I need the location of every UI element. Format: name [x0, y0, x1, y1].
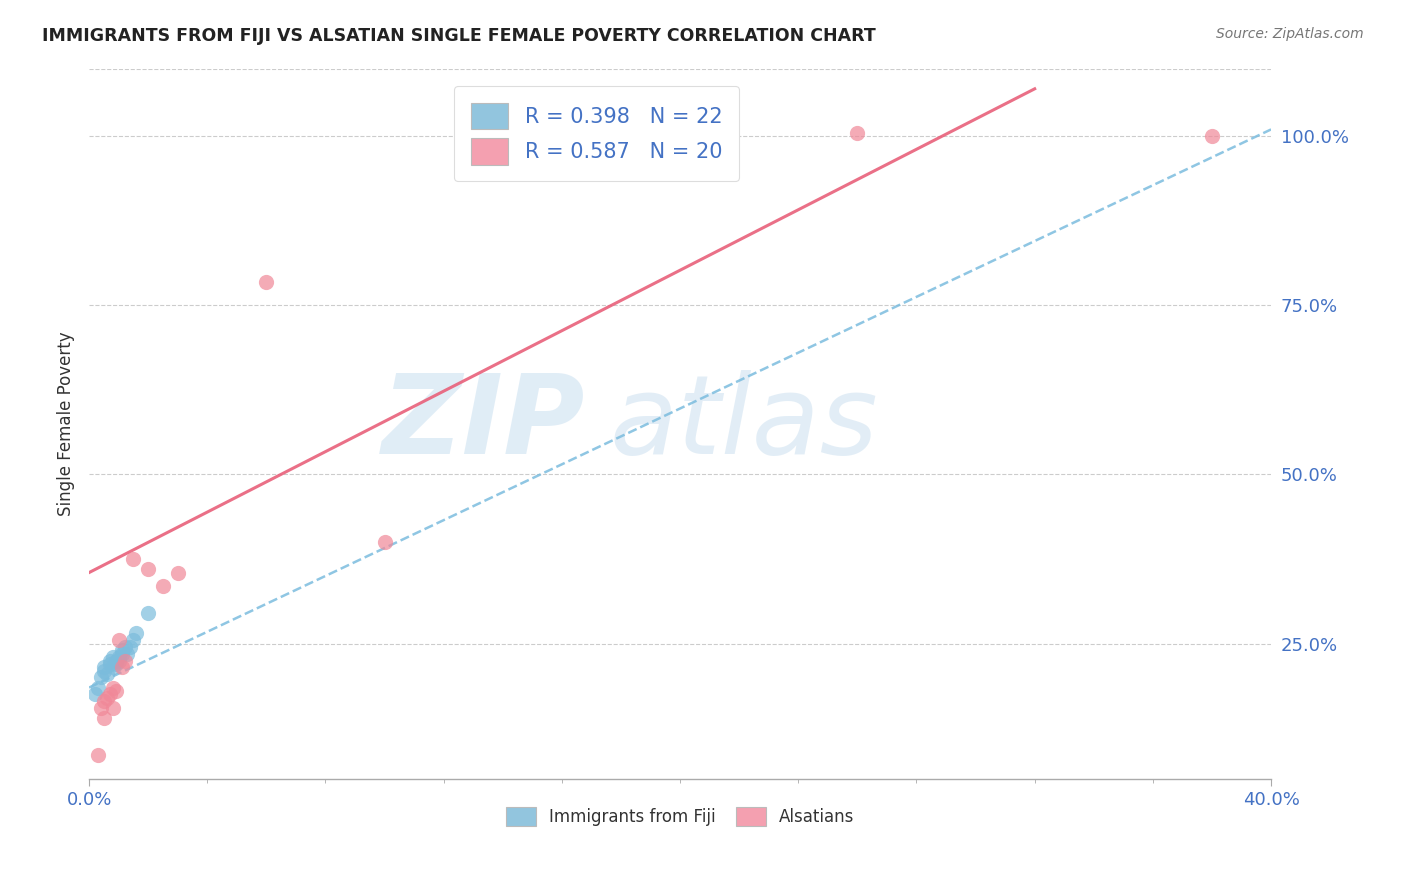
Point — [101, 660, 124, 674]
Point — [125, 626, 148, 640]
Point — [374, 535, 396, 549]
Point — [122, 552, 145, 566]
Point — [166, 566, 188, 580]
Point — [254, 275, 277, 289]
Y-axis label: Single Female Poverty: Single Female Poverty — [58, 332, 75, 516]
Point — [1201, 129, 1223, 144]
Text: Source: ZipAtlas.com: Source: ZipAtlas.com — [1216, 27, 1364, 41]
Point — [152, 579, 174, 593]
Point — [104, 657, 127, 671]
Point — [96, 690, 118, 705]
Point — [98, 687, 121, 701]
Point — [90, 701, 112, 715]
Point — [98, 657, 121, 671]
Point — [98, 653, 121, 667]
Point — [101, 701, 124, 715]
Point — [110, 660, 132, 674]
Point — [107, 633, 129, 648]
Point — [136, 606, 159, 620]
Point — [107, 653, 129, 667]
Point — [110, 647, 132, 661]
Text: ZIP: ZIP — [382, 370, 585, 477]
Legend: Immigrants from Fiji, Alsatians: Immigrants from Fiji, Alsatians — [498, 798, 863, 835]
Point — [93, 664, 115, 678]
Point — [93, 660, 115, 674]
Point — [104, 684, 127, 698]
Point — [846, 126, 869, 140]
Point — [114, 640, 136, 654]
Point — [114, 653, 136, 667]
Point — [120, 640, 142, 654]
Point — [101, 650, 124, 665]
Point — [110, 643, 132, 657]
Point — [87, 748, 110, 763]
Point — [90, 670, 112, 684]
Point — [84, 687, 107, 701]
Point — [101, 681, 124, 695]
Text: atlas: atlas — [609, 370, 877, 477]
Point — [107, 650, 129, 665]
Text: IMMIGRANTS FROM FIJI VS ALSATIAN SINGLE FEMALE POVERTY CORRELATION CHART: IMMIGRANTS FROM FIJI VS ALSATIAN SINGLE … — [42, 27, 876, 45]
Point — [104, 653, 127, 667]
Point — [93, 711, 115, 725]
Point — [93, 694, 115, 708]
Point — [136, 562, 159, 576]
Point — [96, 667, 118, 681]
Point — [117, 647, 139, 661]
Point — [122, 633, 145, 648]
Point — [87, 681, 110, 695]
